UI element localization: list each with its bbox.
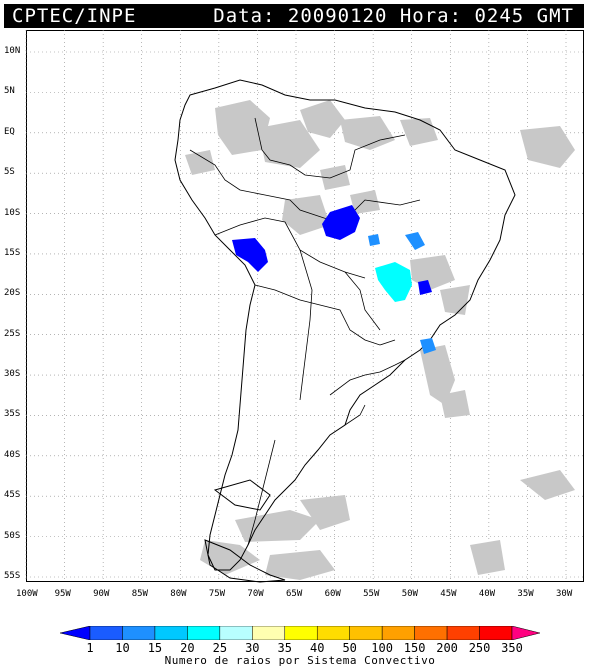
colorbar-tick-label: 250: [468, 641, 491, 655]
colorbar-segment: [381, 626, 415, 640]
lat-tick-label: 30S: [4, 369, 21, 380]
lat-tick-label: 5N: [4, 86, 15, 97]
colorbar-segment: [446, 626, 480, 640]
lon-tick-label: 70W: [247, 589, 264, 599]
lat-tick-label: 5S: [4, 167, 15, 178]
map-frame: [26, 30, 584, 582]
lat-tick-label: 55S: [4, 571, 21, 581]
colorbar-tick-label: 350: [501, 641, 523, 655]
lon-tick-label: 40W: [478, 589, 496, 599]
lightning-cells: [232, 205, 436, 354]
colorbar-segment: [511, 626, 541, 640]
lon-tick-label: 50W: [401, 589, 418, 599]
colorbar-tick-label: 50: [342, 641, 357, 655]
colorbar-tick-label: 10: [115, 641, 130, 655]
colorbar-segment: [187, 626, 221, 640]
cloud-cover: [185, 100, 575, 580]
lat-tick-label: 15S: [4, 247, 21, 258]
lat-tick-label: EQ: [4, 126, 15, 137]
coastline: [174, 79, 516, 583]
lon-tick-label: 90W: [93, 589, 110, 599]
lon-tick-label: 55W: [363, 589, 380, 599]
lon-tick-label: 65W: [286, 589, 303, 599]
lon-tick-label: 60W: [324, 589, 341, 599]
country-borders: [189, 117, 421, 546]
source-label: CPTEC/INPE: [12, 5, 137, 27]
lat-tick-label: 10S: [4, 207, 21, 218]
colorbar-tick-label: 100: [371, 641, 393, 655]
colorbar-tick-label: 150: [403, 641, 426, 655]
colorbar-segment: [349, 626, 383, 640]
timestamp-label: Data: 20090120 Hora: 0245 GMT: [213, 5, 574, 27]
colorbar-segment: [59, 626, 91, 640]
lon-tick-label: 30W: [556, 589, 573, 599]
lon-tick-label: 45W: [440, 589, 457, 599]
colorbar-segment: [316, 626, 350, 640]
lat-tick-label: 20S: [4, 288, 21, 299]
colorbar-segment: [479, 626, 513, 640]
colorbar-segment: [122, 626, 156, 640]
colorbar-segment: [414, 626, 448, 640]
colorbar-segment: [284, 626, 318, 640]
colorbar-segment: [252, 626, 286, 640]
lon-tick-label: 100W: [16, 589, 38, 599]
lon-tick-label: 75W: [208, 589, 226, 599]
map-header: CPTEC/INPE Data: 20090120 Hora: 0245 GMT: [4, 4, 584, 28]
colorbar: [59, 626, 541, 640]
lon-tick-label: 80W: [170, 589, 187, 599]
lightning-map: [25, 30, 584, 583]
colorbar-tick-label: 20: [180, 641, 195, 655]
colorbar-tick-label: 1: [86, 641, 94, 655]
colorbar-segment: [89, 626, 123, 640]
lon-tick-label: 35W: [517, 589, 534, 599]
lat-tick-label: 10N: [4, 46, 21, 56]
lon-tick-label: 95W: [54, 589, 71, 599]
colorbar-caption: Numero de raios por Sistema Convectivo: [164, 654, 436, 667]
colorbar-tick-label: 35: [277, 641, 292, 655]
lat-tick-label: 40S: [4, 449, 21, 460]
lon-tick-label: 85W: [131, 589, 148, 599]
colorbar-tick-label: 15: [147, 641, 163, 655]
lat-tick-label: 25S: [4, 328, 21, 339]
lat-tick-label: 35S: [4, 409, 21, 420]
colorbar-tick-label: 30: [245, 641, 260, 655]
colorbar-tick-label: 200: [436, 641, 458, 655]
colorbar-segment: [219, 626, 253, 640]
lat-tick-label: 50S: [4, 530, 21, 541]
colorbar-segment: [154, 626, 188, 640]
lat-tick-label: 45S: [4, 490, 21, 501]
colorbar-tick-label: 40: [309, 641, 325, 655]
colorbar-tick-label: 25: [212, 641, 228, 655]
